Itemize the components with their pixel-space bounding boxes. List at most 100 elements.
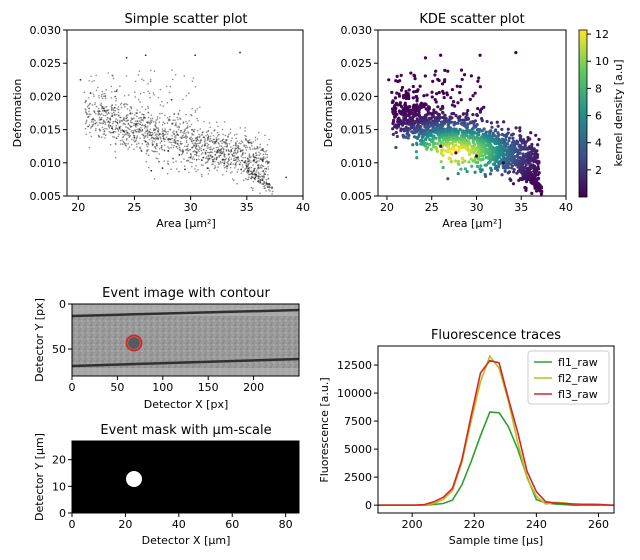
scatter-point xyxy=(262,158,265,161)
fluorescence-xlabel: Sample time [μs] xyxy=(449,534,543,547)
kde-point xyxy=(502,120,506,124)
scatter-point xyxy=(104,106,106,108)
scatter-point xyxy=(110,85,113,88)
scatter-point xyxy=(256,160,258,162)
scatter-point xyxy=(236,160,239,163)
scatter-point xyxy=(126,131,128,134)
kde-point xyxy=(504,153,509,157)
scatter-point xyxy=(214,150,216,153)
scatter-point xyxy=(234,149,236,152)
scatter-point xyxy=(123,134,126,136)
scatter-point xyxy=(203,136,205,139)
kde-point xyxy=(394,145,398,150)
scatter-point xyxy=(122,118,125,121)
scatter-point xyxy=(87,116,89,118)
scatter-point xyxy=(256,147,259,150)
scatter-point xyxy=(263,180,265,183)
scatter-point xyxy=(241,164,244,166)
scatter-point xyxy=(217,125,219,128)
scatter-point xyxy=(225,150,228,152)
scatter-point xyxy=(155,122,157,125)
scatter-point xyxy=(88,107,90,110)
kde-point xyxy=(437,136,442,140)
scatter-point xyxy=(131,118,133,120)
scatter-point xyxy=(247,168,249,170)
scatter-point xyxy=(247,167,250,169)
scatter-point xyxy=(228,142,231,145)
scatter-point xyxy=(158,153,161,155)
scatter-point xyxy=(179,140,182,143)
scatter-point xyxy=(87,125,89,128)
trace-fl3_raw xyxy=(378,359,614,506)
scatter-point xyxy=(248,159,251,161)
scatter-point xyxy=(160,140,163,143)
scatter-point xyxy=(161,132,164,135)
scatter-point xyxy=(104,94,107,97)
scatter-point xyxy=(195,139,197,142)
scatter-point xyxy=(168,137,171,140)
scatter-point xyxy=(258,151,260,153)
scatter-point xyxy=(250,175,253,178)
kde-point xyxy=(449,159,453,164)
scatter-point xyxy=(191,158,194,160)
event-image-y-axis: 050 xyxy=(52,298,72,356)
kde-point xyxy=(437,90,441,95)
scatter-point xyxy=(105,89,107,91)
scatter-point xyxy=(259,157,262,159)
scatter-point xyxy=(253,169,255,172)
scatter-point xyxy=(157,138,160,140)
scatter-point xyxy=(263,175,266,178)
scatter-point xyxy=(127,142,130,145)
scatter-point xyxy=(104,92,106,95)
scatter-point xyxy=(219,160,222,163)
scatter-point xyxy=(201,145,203,148)
scatter-point xyxy=(192,146,194,148)
scatter-point xyxy=(237,155,240,158)
scatter-point xyxy=(97,107,100,110)
scatter-point xyxy=(98,136,101,138)
scatter-point xyxy=(185,132,187,134)
scatter-point xyxy=(223,155,225,157)
scatter-point xyxy=(239,150,242,153)
scatter-point xyxy=(149,122,152,124)
scatter-point xyxy=(226,143,229,145)
scatter-point xyxy=(201,144,204,146)
scatter-point xyxy=(129,113,132,115)
scatter-point xyxy=(253,168,256,170)
scatter-point xyxy=(109,143,112,146)
scatter-point xyxy=(120,102,123,105)
scatter-point xyxy=(163,144,166,146)
scatter-point xyxy=(155,119,158,121)
scatter-point xyxy=(232,155,235,158)
scatter-point xyxy=(207,155,210,158)
scatter-point xyxy=(251,142,253,145)
scatter-point xyxy=(253,173,256,175)
scatter-point xyxy=(269,190,271,192)
scatter-point xyxy=(155,125,157,128)
colorbar-tick-label: 12 xyxy=(595,28,609,41)
scatter-point xyxy=(119,119,121,122)
scatter-point xyxy=(159,133,161,136)
scatter-point xyxy=(146,145,149,148)
kde-point xyxy=(500,157,504,162)
scatter-point xyxy=(162,105,165,107)
scatter-point xyxy=(194,54,197,57)
scatter-point xyxy=(135,123,137,125)
scatter-point xyxy=(202,136,205,139)
scatter-point xyxy=(162,121,165,124)
scatter-point xyxy=(116,122,119,124)
scatter-point xyxy=(182,131,184,134)
kde-point xyxy=(460,77,464,82)
scatter-point xyxy=(103,120,106,123)
scatter-point xyxy=(103,109,106,112)
scatter-point xyxy=(182,136,185,139)
scatter-point xyxy=(84,122,87,125)
scatter-point xyxy=(182,151,184,154)
scatter-point xyxy=(125,139,128,141)
scatter-point xyxy=(154,139,157,141)
scatter-point xyxy=(262,183,264,185)
scatter-point xyxy=(170,98,173,101)
legend-label: fl2_raw xyxy=(558,372,598,385)
scatter-point xyxy=(264,173,266,176)
scatter-point xyxy=(129,112,132,114)
